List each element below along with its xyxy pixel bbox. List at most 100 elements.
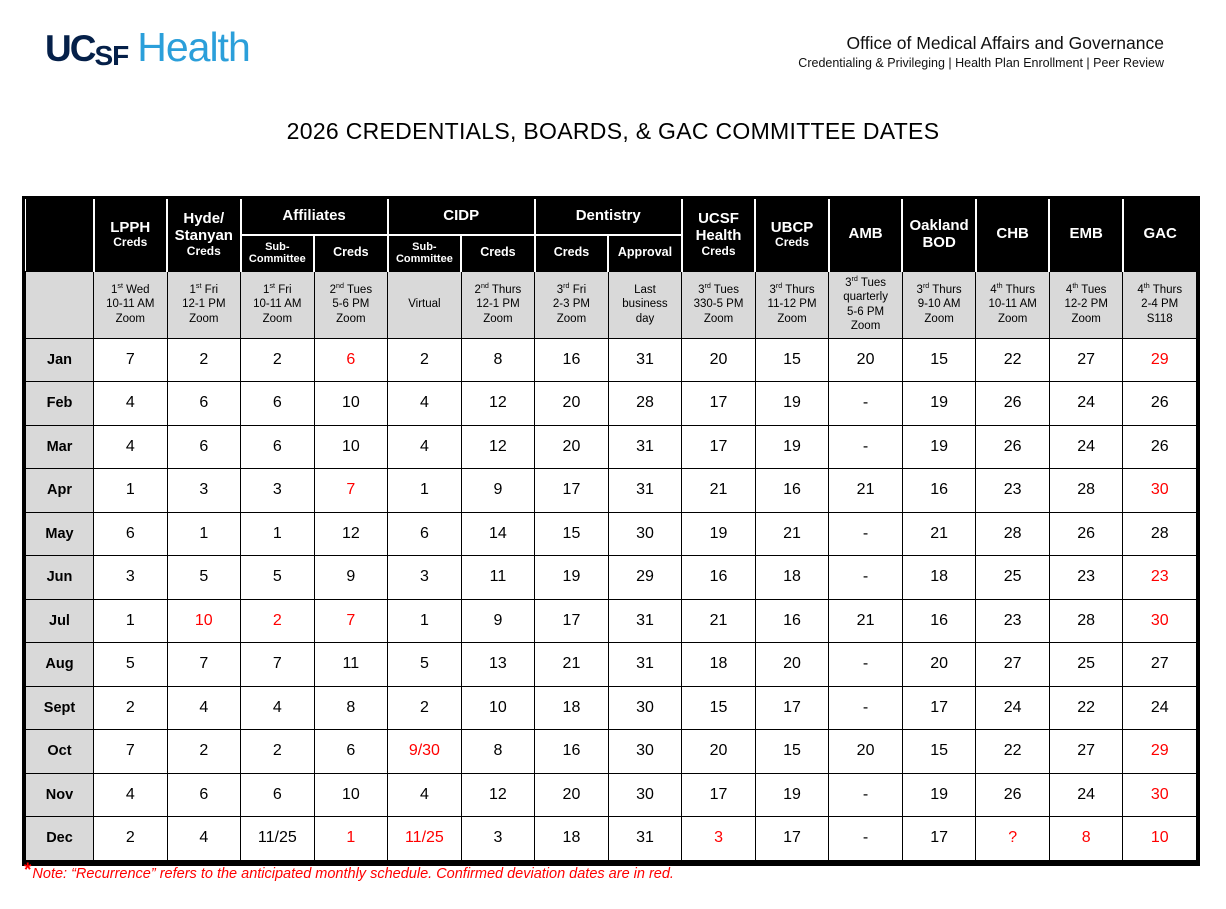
date-cell: 26: [975, 772, 1050, 817]
ucsf-health-logo: UCSF Health: [45, 24, 251, 71]
date-cell: 28: [607, 381, 683, 426]
column-group-cidp: CIDP: [386, 199, 535, 235]
date-cell: 9: [313, 555, 389, 600]
footnote-asterisk: *: [24, 860, 32, 881]
date-cell: 10: [166, 598, 242, 643]
date-cell: 19: [754, 381, 830, 426]
recurrence-cell: 1st Fri 12-1 PM Zoom: [166, 270, 242, 339]
date-cell: 31: [607, 424, 683, 469]
column-header-gac: GAC: [1121, 199, 1197, 271]
date-cell: 8: [313, 685, 389, 730]
date-cell: 18: [681, 642, 756, 687]
date-cell: 30: [607, 729, 683, 774]
date-cell: 1: [387, 468, 462, 513]
date-cell: 30: [607, 511, 683, 556]
date-cell: 19: [681, 511, 756, 556]
date-cell: 4: [240, 685, 315, 730]
date-cell: 16: [901, 468, 977, 513]
date-cell: 27: [1048, 729, 1124, 774]
date-cell: 16: [681, 555, 756, 600]
date-cell: 3: [240, 468, 315, 513]
date-cell: 16: [754, 468, 830, 513]
month-label: Dec: [25, 816, 94, 861]
date-cell: 21: [681, 598, 756, 643]
date-cell: 25: [975, 555, 1050, 600]
date-cell: 20: [681, 337, 756, 382]
date-cell: 31: [607, 468, 683, 513]
month-label: Jun: [25, 555, 94, 600]
date-cell: 27: [1122, 642, 1197, 687]
date-cell: 3: [93, 555, 168, 600]
month-label: Jul: [25, 598, 94, 643]
date-cell: -: [828, 555, 903, 600]
date-cell: 11/25: [387, 816, 462, 861]
month-label: Nov: [25, 772, 94, 817]
date-cell: 24: [1048, 424, 1124, 469]
date-cell: 25: [1048, 642, 1124, 687]
date-cell: 18: [901, 555, 977, 600]
date-cell: 3: [387, 555, 462, 600]
date-cell: 19: [901, 772, 977, 817]
footnote: *Note: “Recurrence” refers to the antici…: [24, 860, 674, 884]
date-cell: 3: [681, 816, 756, 861]
date-cell: 5: [240, 555, 315, 600]
month-row-dec: Dec 2 4 11/25 1 11/25 3 18 31 3 17-17? 8 10: [25, 816, 1197, 861]
date-cell: 6: [240, 424, 315, 469]
column-header-ucsf-health: UCSF Health Creds: [680, 199, 756, 271]
date-cell: 18: [534, 685, 609, 730]
committee-dates-table-frame: LPPH Creds Hyde/Stanyan Creds Affiliates CIDP…: [22, 196, 1200, 866]
recurrence-cell: 4th Thurs 2-4 PM S118: [1122, 270, 1197, 339]
date-cell: 2: [387, 685, 462, 730]
date-cell: 26: [1122, 381, 1197, 426]
date-cell: 4: [387, 424, 462, 469]
date-cell: 26: [1048, 511, 1124, 556]
date-cell: 20: [534, 381, 609, 426]
date-cell: 17: [754, 685, 830, 730]
page-title: 2026 CREDENTIALS, BOARDS, & GAC COMMITTE…: [286, 118, 940, 144]
date-cell: 2: [240, 337, 315, 382]
date-cell: 22: [1048, 685, 1124, 730]
date-cell: 20: [828, 729, 903, 774]
date-cell: 31: [607, 337, 683, 382]
recurrence-cell: 2nd Thurs 12-1 PM Zoom: [460, 270, 536, 339]
date-cell: 18: [534, 816, 609, 861]
date-cell: 3: [166, 468, 242, 513]
date-cell: 7: [313, 598, 389, 643]
date-cell: 17: [534, 598, 609, 643]
date-cell: 24: [1048, 772, 1124, 817]
date-cell: 9: [460, 468, 536, 513]
date-cell: 7: [93, 337, 168, 382]
date-cell: 11: [460, 555, 536, 600]
logo-sf-text: SF: [94, 40, 129, 71]
date-cell: 20: [534, 772, 609, 817]
office-title: Office of Medical Affairs and Governance: [846, 33, 1164, 53]
column-header-emb: EMB: [1048, 199, 1123, 271]
date-cell: 18: [754, 555, 830, 600]
date-cell: 2: [93, 816, 168, 861]
date-cell: 13: [460, 642, 536, 687]
date-cell: 19: [901, 424, 977, 469]
month-label: May: [25, 511, 94, 556]
month-label: Sept: [25, 685, 94, 730]
date-cell: 22: [975, 337, 1050, 382]
recurrence-cell: 4th Thurs 10-11 AM Zoom: [975, 270, 1050, 339]
recurrence-cell: 2nd Tues 5-6 PM Zoom: [313, 270, 389, 339]
date-cell: 20: [901, 642, 977, 687]
recurrence-cell: 3rd Tues quarterly 5-6 PM Zoom: [828, 270, 903, 339]
date-cell: 1: [93, 468, 168, 513]
date-cell: 17: [901, 685, 977, 730]
date-cell: 21: [754, 511, 830, 556]
date-cell: -: [828, 424, 903, 469]
month-row-apr: Apr 1 3 3 7 1 9 17 31 21 16 21 16 23 28 30: [25, 468, 1197, 513]
date-cell: 7: [93, 729, 168, 774]
date-cell: 26: [1122, 424, 1197, 469]
date-cell: 6: [313, 729, 389, 774]
date-cell: 9: [460, 598, 536, 643]
date-cell: 5: [93, 642, 168, 687]
date-cell: 7: [240, 642, 315, 687]
date-cell: 16: [754, 598, 830, 643]
date-cell: 10: [313, 772, 389, 817]
date-cell: -: [828, 381, 903, 426]
office-subtitle: Credentialing & Privileging | Health Pla…: [798, 56, 1164, 70]
date-cell: 12: [313, 511, 389, 556]
